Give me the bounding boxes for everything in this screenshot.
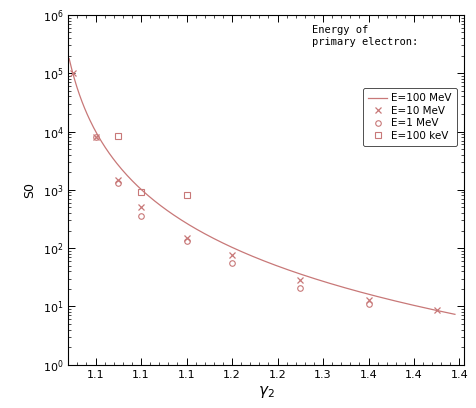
E=10 MeV bbox=[70, 71, 76, 75]
Y-axis label: S0: S0 bbox=[22, 182, 36, 198]
Text: Energy of
primary electron:: Energy of primary electron: bbox=[311, 25, 417, 47]
Legend: E=100 MeV, E=10 MeV, E=1 MeV, E=100 keV: E=100 MeV, E=10 MeV, E=1 MeV, E=100 keV bbox=[362, 88, 456, 146]
E=10 MeV bbox=[138, 205, 144, 210]
E=100 MeV bbox=[295, 271, 301, 276]
X-axis label: $\gamma_2$: $\gamma_2$ bbox=[257, 384, 274, 400]
E=100 keV bbox=[138, 190, 144, 195]
Line: E=100 MeV: E=100 MeV bbox=[69, 59, 454, 314]
E=100 MeV bbox=[68, 62, 73, 67]
E=10 MeV bbox=[365, 297, 371, 302]
Line: E=1 MeV: E=1 MeV bbox=[92, 134, 370, 307]
E=100 MeV bbox=[451, 312, 457, 317]
E=1 MeV bbox=[138, 214, 144, 219]
Line: E=100 keV: E=100 keV bbox=[115, 133, 189, 197]
Line: E=10 MeV: E=10 MeV bbox=[70, 71, 438, 313]
E=100 keV bbox=[183, 192, 189, 197]
E=1 MeV bbox=[228, 261, 234, 266]
E=1 MeV bbox=[115, 181, 121, 186]
E=100 MeV bbox=[415, 304, 421, 309]
E=10 MeV bbox=[297, 278, 302, 283]
E=100 MeV bbox=[66, 56, 72, 61]
E=1 MeV bbox=[297, 285, 302, 290]
E=1 MeV bbox=[92, 135, 98, 140]
E=1 MeV bbox=[365, 302, 371, 306]
E=100 MeV bbox=[302, 273, 307, 278]
E=10 MeV bbox=[433, 308, 439, 313]
E=10 MeV bbox=[92, 135, 98, 140]
E=100 keV bbox=[115, 133, 121, 138]
E=100 MeV bbox=[294, 271, 300, 275]
E=10 MeV bbox=[115, 177, 121, 182]
E=1 MeV bbox=[183, 239, 189, 244]
E=10 MeV bbox=[183, 235, 189, 240]
E=100 MeV bbox=[391, 298, 397, 303]
E=10 MeV bbox=[228, 253, 234, 258]
